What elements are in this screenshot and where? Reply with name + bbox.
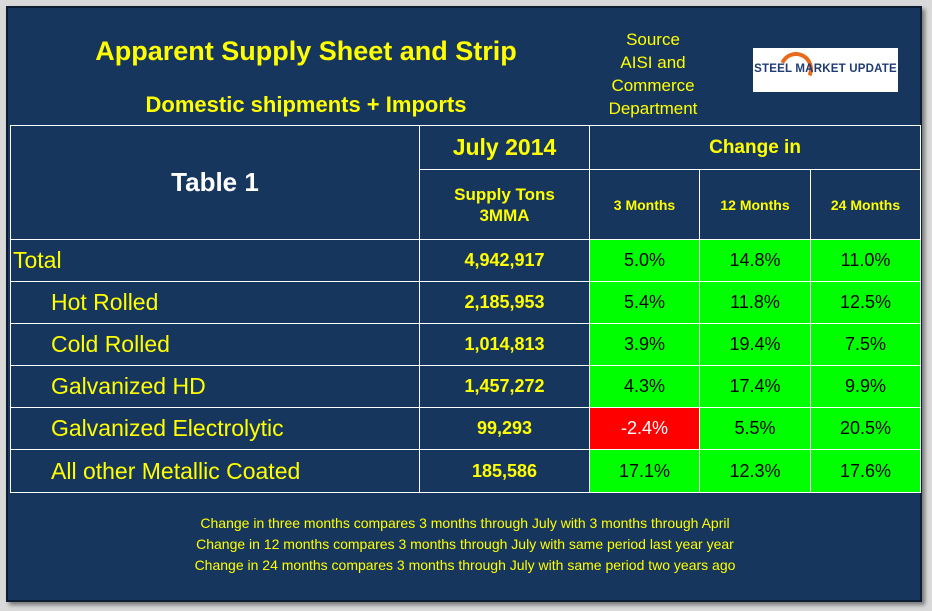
row-change-12m: 5.5% [699,407,811,450]
source-line: Source [626,30,680,49]
row-change-12m: 12.3% [699,449,811,493]
period-header-24m: 24 Months [809,169,922,240]
supply-tons-sublabel: 3MMA [479,205,530,225]
row-tons: 4,942,917 [419,239,590,282]
row-change-3m: 17.1% [589,449,700,493]
row-change-3m: 5.0% [589,239,700,282]
row-label: Galvanized Electrolytic [10,407,420,450]
row-change-3m: 4.3% [589,365,700,408]
footnote: Change in three months compares 3 months… [200,515,730,531]
row-tons: 1,457,272 [419,365,590,408]
row-label: Total [10,239,420,282]
table-row: Hot Rolled 2,185,953 5.4% 11.8% 12.5% [10,281,922,324]
row-change-12m: 14.8% [699,239,811,282]
table-row: Cold Rolled 1,014,813 3.9% 19.4% 7.5% [10,323,922,366]
period-header-12m: 12 Months [699,169,811,240]
row-tons: 185,586 [419,449,590,493]
supply-tons-header: Supply Tons 3MMA [419,169,590,240]
row-change-3m: 3.9% [589,323,700,366]
period-header-3m: 3 Months [589,169,700,240]
row-change-24m: 11.0% [809,239,922,282]
table-name: Table 1 [10,125,420,240]
table-row: Total 4,942,917 5.0% 14.8% 11.0% [10,239,922,282]
page-title: Apparent Supply Sheet and Strip [95,36,517,66]
source-line: Department [608,99,698,118]
footnote: Change in 24 months compares 3 months th… [194,557,736,573]
row-change-24m: 20.5% [809,407,922,450]
page-subtitle: Domestic shipments + Imports [145,92,467,117]
source-line: Commerce [611,76,695,95]
steel-market-update-logo: STEEL MARKET UPDATE [753,47,898,92]
supply-tons-label: Supply Tons [454,184,555,204]
row-tons: 1,014,813 [419,323,590,366]
row-change-3m: 5.4% [589,281,700,324]
source-note: Source AISI and Commerce Department [588,28,718,120]
table-row: All other Metallic Coated 185,586 17.1% … [10,449,922,493]
month-header: July 2014 [419,125,590,170]
row-change-24m: 12.5% [809,281,922,324]
supply-table: Table 1 July 2014 Change in Supply Tons … [10,125,922,493]
row-change-12m: 19.4% [699,323,811,366]
change-in-header: Change in [588,125,922,170]
row-change-3m: -2.4% [589,407,700,450]
row-tons: 99,293 [419,407,590,450]
table-row: Galvanized Electrolytic 99,293 -2.4% 5.5… [10,407,922,450]
row-change-24m: 9.9% [809,365,922,408]
row-label: Hot Rolled [10,281,420,324]
source-line: AISI and [620,53,686,72]
logo-text: STEEL MARKET UPDATE [754,63,897,75]
row-change-12m: 11.8% [699,281,811,324]
row-label: Cold Rolled [10,323,420,366]
row-label: Galvanized HD [10,365,420,408]
row-label: All other Metallic Coated [10,449,420,493]
row-change-12m: 17.4% [699,365,811,408]
footnote: Change in 12 months compares 3 months th… [196,536,734,552]
row-change-24m: 17.6% [809,449,922,493]
table-row: Galvanized HD 1,457,272 4.3% 17.4% 9.9% [10,365,922,408]
footnotes: Change in three months compares 3 months… [10,513,920,576]
row-change-24m: 7.5% [809,323,922,366]
row-tons: 2,185,953 [419,281,590,324]
